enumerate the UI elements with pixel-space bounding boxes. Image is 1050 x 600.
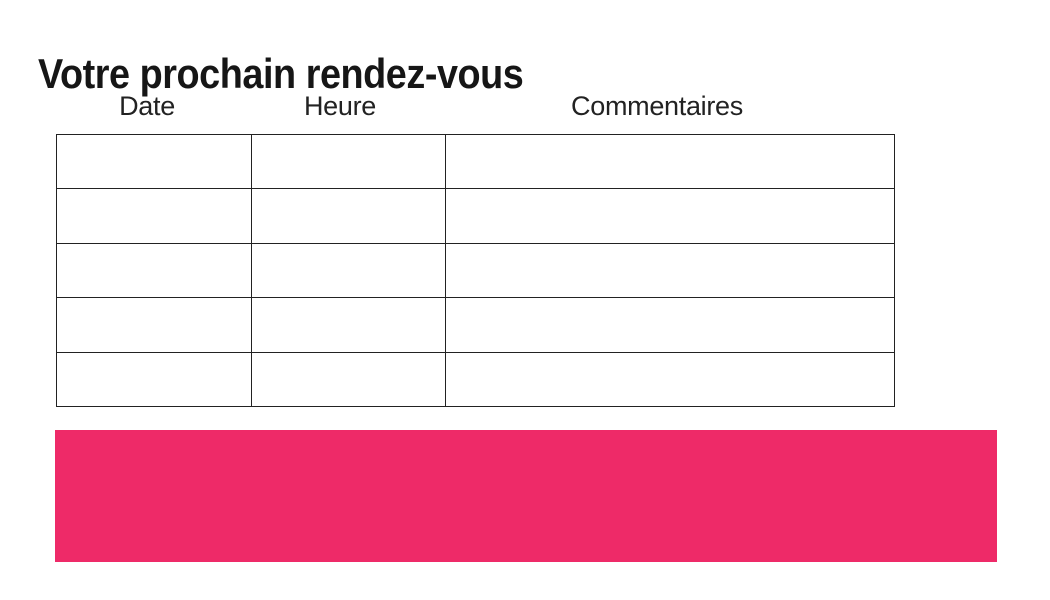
- table-cell: [56, 351, 252, 408]
- table-cell: [445, 242, 895, 299]
- table-row: [56, 133, 895, 190]
- table-row: [56, 188, 895, 244]
- table-cell: [445, 297, 895, 353]
- table-cell: [251, 242, 446, 299]
- table-cell: [56, 242, 252, 299]
- table-cell: [251, 133, 446, 190]
- table-row: [56, 242, 895, 299]
- appointments-table-body: [56, 133, 895, 408]
- column-header-heure: Heure: [303, 91, 377, 121]
- highlight-block: [55, 430, 997, 562]
- table-row: [56, 297, 895, 353]
- table-cell: [445, 351, 895, 408]
- table-cell: [56, 188, 252, 244]
- page-title: Votre prochain rendez-vous: [38, 50, 524, 98]
- table-cell: [445, 133, 895, 190]
- table-cell: [56, 133, 252, 190]
- table-cell: [251, 351, 446, 408]
- table-cell: [251, 297, 446, 353]
- appointments-table: [56, 133, 895, 408]
- column-header-date: Date: [119, 91, 175, 121]
- table-cell: [445, 188, 895, 244]
- table-row: [56, 351, 895, 408]
- column-header-commentaires: Commentaires: [571, 91, 743, 121]
- table-cell: [56, 297, 252, 353]
- table-cell: [251, 188, 446, 244]
